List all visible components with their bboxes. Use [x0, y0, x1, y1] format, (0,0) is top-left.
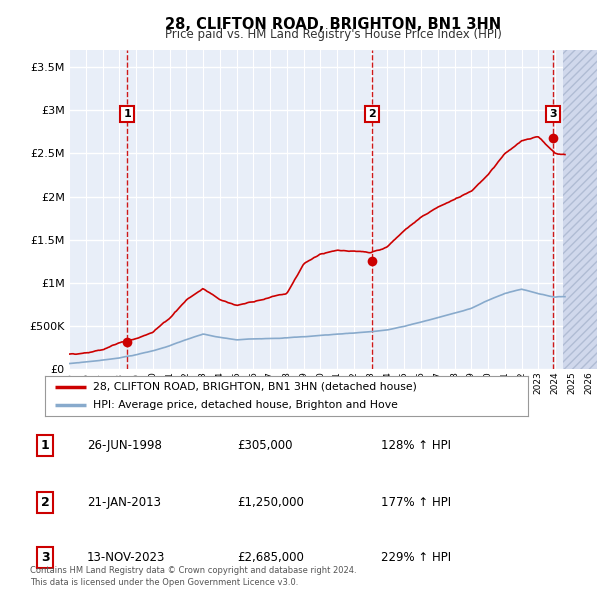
- Text: 128% ↑ HPI: 128% ↑ HPI: [381, 439, 451, 452]
- Text: 229% ↑ HPI: 229% ↑ HPI: [381, 551, 451, 564]
- Text: 21-JAN-2013: 21-JAN-2013: [87, 496, 161, 509]
- Text: £2,685,000: £2,685,000: [237, 551, 304, 564]
- Text: Contains HM Land Registry data © Crown copyright and database right 2024.
This d: Contains HM Land Registry data © Crown c…: [30, 566, 356, 587]
- Text: HPI: Average price, detached house, Brighton and Hove: HPI: Average price, detached house, Brig…: [94, 400, 398, 410]
- Bar: [563, 50, 597, 369]
- Text: 26-JUN-1998: 26-JUN-1998: [87, 439, 162, 452]
- Text: 1: 1: [41, 439, 49, 452]
- Text: 3: 3: [41, 551, 49, 564]
- Text: 1: 1: [124, 109, 131, 119]
- Text: £305,000: £305,000: [237, 439, 293, 452]
- Text: £1,250,000: £1,250,000: [237, 496, 304, 509]
- Text: 3: 3: [549, 109, 557, 119]
- Text: 13-NOV-2023: 13-NOV-2023: [87, 551, 166, 564]
- Text: Price paid vs. HM Land Registry's House Price Index (HPI): Price paid vs. HM Land Registry's House …: [164, 28, 502, 41]
- Text: 177% ↑ HPI: 177% ↑ HPI: [381, 496, 451, 509]
- Text: 2: 2: [368, 109, 376, 119]
- Text: 2: 2: [41, 496, 49, 509]
- Text: 28, CLIFTON ROAD, BRIGHTON, BN1 3HN: 28, CLIFTON ROAD, BRIGHTON, BN1 3HN: [165, 17, 501, 31]
- Text: 28, CLIFTON ROAD, BRIGHTON, BN1 3HN (detached house): 28, CLIFTON ROAD, BRIGHTON, BN1 3HN (det…: [94, 382, 417, 392]
